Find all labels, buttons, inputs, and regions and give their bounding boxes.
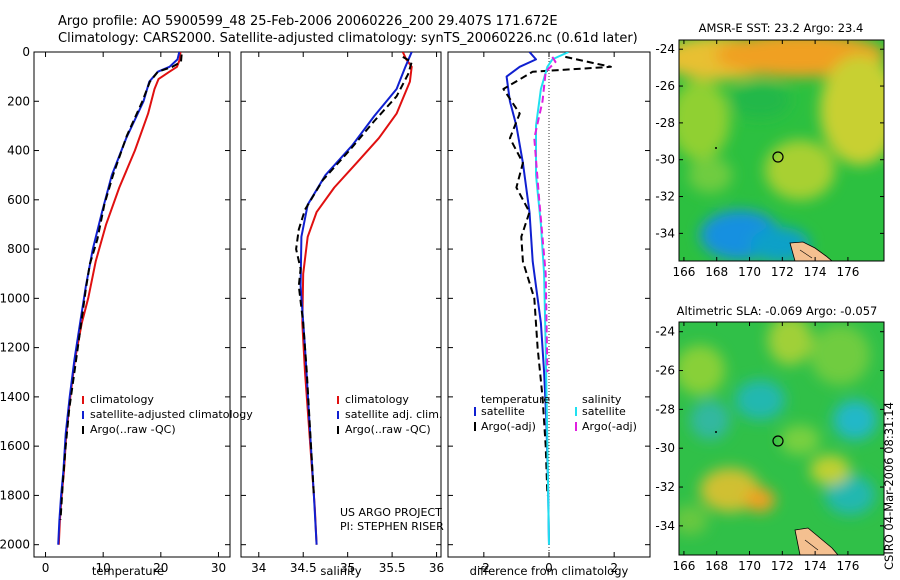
x-tick-label: -2 bbox=[478, 561, 490, 575]
map-y-tick-label: -26 bbox=[655, 364, 675, 378]
x-tick-label: 10 bbox=[96, 561, 111, 575]
y-tick-label: 0 bbox=[22, 45, 30, 59]
x-tick-label: 35.5 bbox=[379, 561, 406, 575]
series-line-argo-raw-qc bbox=[295, 56, 413, 496]
map-y-tick-label: -30 bbox=[655, 441, 675, 455]
temperature-panel-frame bbox=[33, 51, 231, 558]
y-tick-label: 1600 bbox=[0, 439, 30, 453]
map-y-tick-label: -34 bbox=[655, 226, 675, 240]
map-x-tick-label: 172 bbox=[771, 265, 794, 279]
sst-map-title: AMSR-E SST: 23.2 Argo: 23.4 bbox=[699, 21, 864, 35]
sst-argo-dot bbox=[715, 147, 717, 149]
legend-group-temperature-title: temperature bbox=[481, 393, 550, 406]
y-tick-label: 1000 bbox=[0, 291, 30, 305]
y-tick-label: 2000 bbox=[0, 538, 30, 552]
sla-argo-dot bbox=[715, 431, 717, 433]
x-tick-label: 34.5 bbox=[290, 561, 317, 575]
map-y-tick-label: -24 bbox=[655, 325, 675, 339]
sla-map-frame bbox=[678, 321, 885, 556]
sla-map-title: Altimetric SLA: -0.069 Argo: -0.057 bbox=[677, 304, 878, 318]
x-tick-label: 34 bbox=[251, 561, 266, 575]
difference-axis-label: difference from climatology bbox=[470, 564, 629, 578]
x-tick-label: 0 bbox=[42, 561, 50, 575]
map-x-tick-label: 172 bbox=[771, 559, 794, 573]
series-line-argo-adj bbox=[502, 55, 612, 496]
map-y-tick-label: -34 bbox=[655, 519, 675, 533]
salinity-panel-frame bbox=[240, 51, 442, 558]
legend-argo-label: Argo(..raw -QC) bbox=[90, 423, 176, 436]
difference-profile-plot: -2 0 2 bbox=[448, 51, 650, 575]
map-y-tick-label: -32 bbox=[655, 480, 675, 494]
sst-argo-location-marker bbox=[772, 151, 784, 163]
project-annotation-line2: PI: STEPHEN RISER bbox=[340, 520, 444, 533]
legend-sal-argo-label: Argo(-adj) bbox=[582, 420, 637, 433]
legend-satellite-adjusted-label: satellite-adjusted climatology bbox=[90, 408, 253, 421]
map-y-tick-label: -30 bbox=[655, 153, 675, 167]
temperature-legend: climatology satellite-adjusted climatolo… bbox=[82, 393, 253, 436]
series-group bbox=[295, 52, 413, 545]
legend-argo-label: Argo(..raw -QC) bbox=[345, 423, 431, 436]
temperature-axis-label: temperature bbox=[92, 564, 164, 578]
csiro-credit: CSIRO 04-Mar-2006 08:31:14 bbox=[882, 402, 896, 570]
y-tick-label: 400 bbox=[7, 144, 30, 158]
project-annotation-line1: US ARGO PROJECT bbox=[340, 506, 442, 519]
figure-title-line1: Argo profile: AO 5900599_48 25-Feb-2006 … bbox=[58, 14, 558, 29]
y-tick-label: 1800 bbox=[0, 488, 30, 502]
y-tick-label: 1400 bbox=[0, 390, 30, 404]
y-tick-label: 600 bbox=[7, 193, 30, 207]
salinity-profile-plot: 34 34.5 35 35.5 36 bbox=[241, 51, 444, 575]
legend-temp-satellite-label: satellite bbox=[481, 405, 525, 418]
series-line-argo-adj bbox=[533, 56, 557, 373]
legend-sal-satellite-label: satellite bbox=[582, 405, 626, 418]
map-x-tick-label: 168 bbox=[705, 265, 728, 279]
legend-satellite-adj-label: satellite adj. clim. bbox=[345, 408, 442, 421]
sla-map-axes: 166 168 170 172 174 176 -24 -26 -28 -30 -32 -34 bbox=[655, 322, 884, 573]
sst-map-axes: 166 168 170 172 174 176 -24 -26 -28 -30 -32 -34 bbox=[655, 40, 884, 279]
map-y-tick-label: -24 bbox=[655, 42, 675, 56]
x-tick-label: 20 bbox=[153, 561, 168, 575]
map-x-tick-label: 174 bbox=[804, 265, 827, 279]
series-line-argo-raw-qc bbox=[59, 54, 183, 521]
legend-climatology-label: climatology bbox=[90, 393, 154, 406]
series-line-satellite bbox=[535, 52, 569, 545]
map-y-tick-label: -26 bbox=[655, 79, 675, 93]
sla-map bbox=[679, 322, 884, 555]
map-x-tick-label: 166 bbox=[672, 559, 695, 573]
legend-temp-argo-label: Argo(-adj) bbox=[481, 420, 536, 433]
figure-title-line2: Climatology: CARS2000. Satellite-adjuste… bbox=[58, 31, 638, 46]
temperature-profile-plot: 0 10 20 30 0 200 400 600 800 1000 1200 1400 1600 1800… bbox=[0, 45, 230, 575]
sst-map bbox=[679, 40, 884, 261]
sla-argo-location-marker bbox=[772, 435, 784, 447]
map-x-tick-label: 166 bbox=[672, 265, 695, 279]
y-tick-label: 200 bbox=[7, 94, 30, 108]
map-x-tick-label: 174 bbox=[804, 559, 827, 573]
salinity-axis-label: salinity bbox=[320, 564, 361, 578]
x-tick-label: 2 bbox=[610, 561, 618, 575]
legend-group-salinity-title: salinity bbox=[582, 393, 622, 406]
y-tick-label: 1200 bbox=[0, 341, 30, 355]
map-y-tick-label: -28 bbox=[655, 402, 675, 416]
map-x-tick-label: 170 bbox=[738, 265, 761, 279]
map-y-tick-label: -28 bbox=[655, 116, 675, 130]
series-group bbox=[502, 52, 612, 545]
x-tick-label: 35 bbox=[340, 561, 355, 575]
series-group bbox=[57, 52, 183, 545]
map-y-tick-label: -32 bbox=[655, 190, 675, 204]
map-x-tick-label: 168 bbox=[705, 559, 728, 573]
x-tick-label: 36 bbox=[429, 561, 444, 575]
salinity-legend: climatology satellite adj. clim. Argo(..… bbox=[337, 393, 442, 436]
x-tick-label: 0 bbox=[545, 561, 553, 575]
x-tick-label: 30 bbox=[211, 561, 226, 575]
sst-map-frame bbox=[678, 39, 885, 262]
difference-legend: temperature satellite Argo(-adj) salinit… bbox=[474, 393, 637, 433]
map-x-tick-label: 170 bbox=[738, 559, 761, 573]
y-tick-label: 800 bbox=[7, 242, 30, 256]
map-x-tick-label: 176 bbox=[836, 559, 859, 573]
map-x-tick-label: 176 bbox=[836, 265, 859, 279]
legend-climatology-label: climatology bbox=[345, 393, 409, 406]
